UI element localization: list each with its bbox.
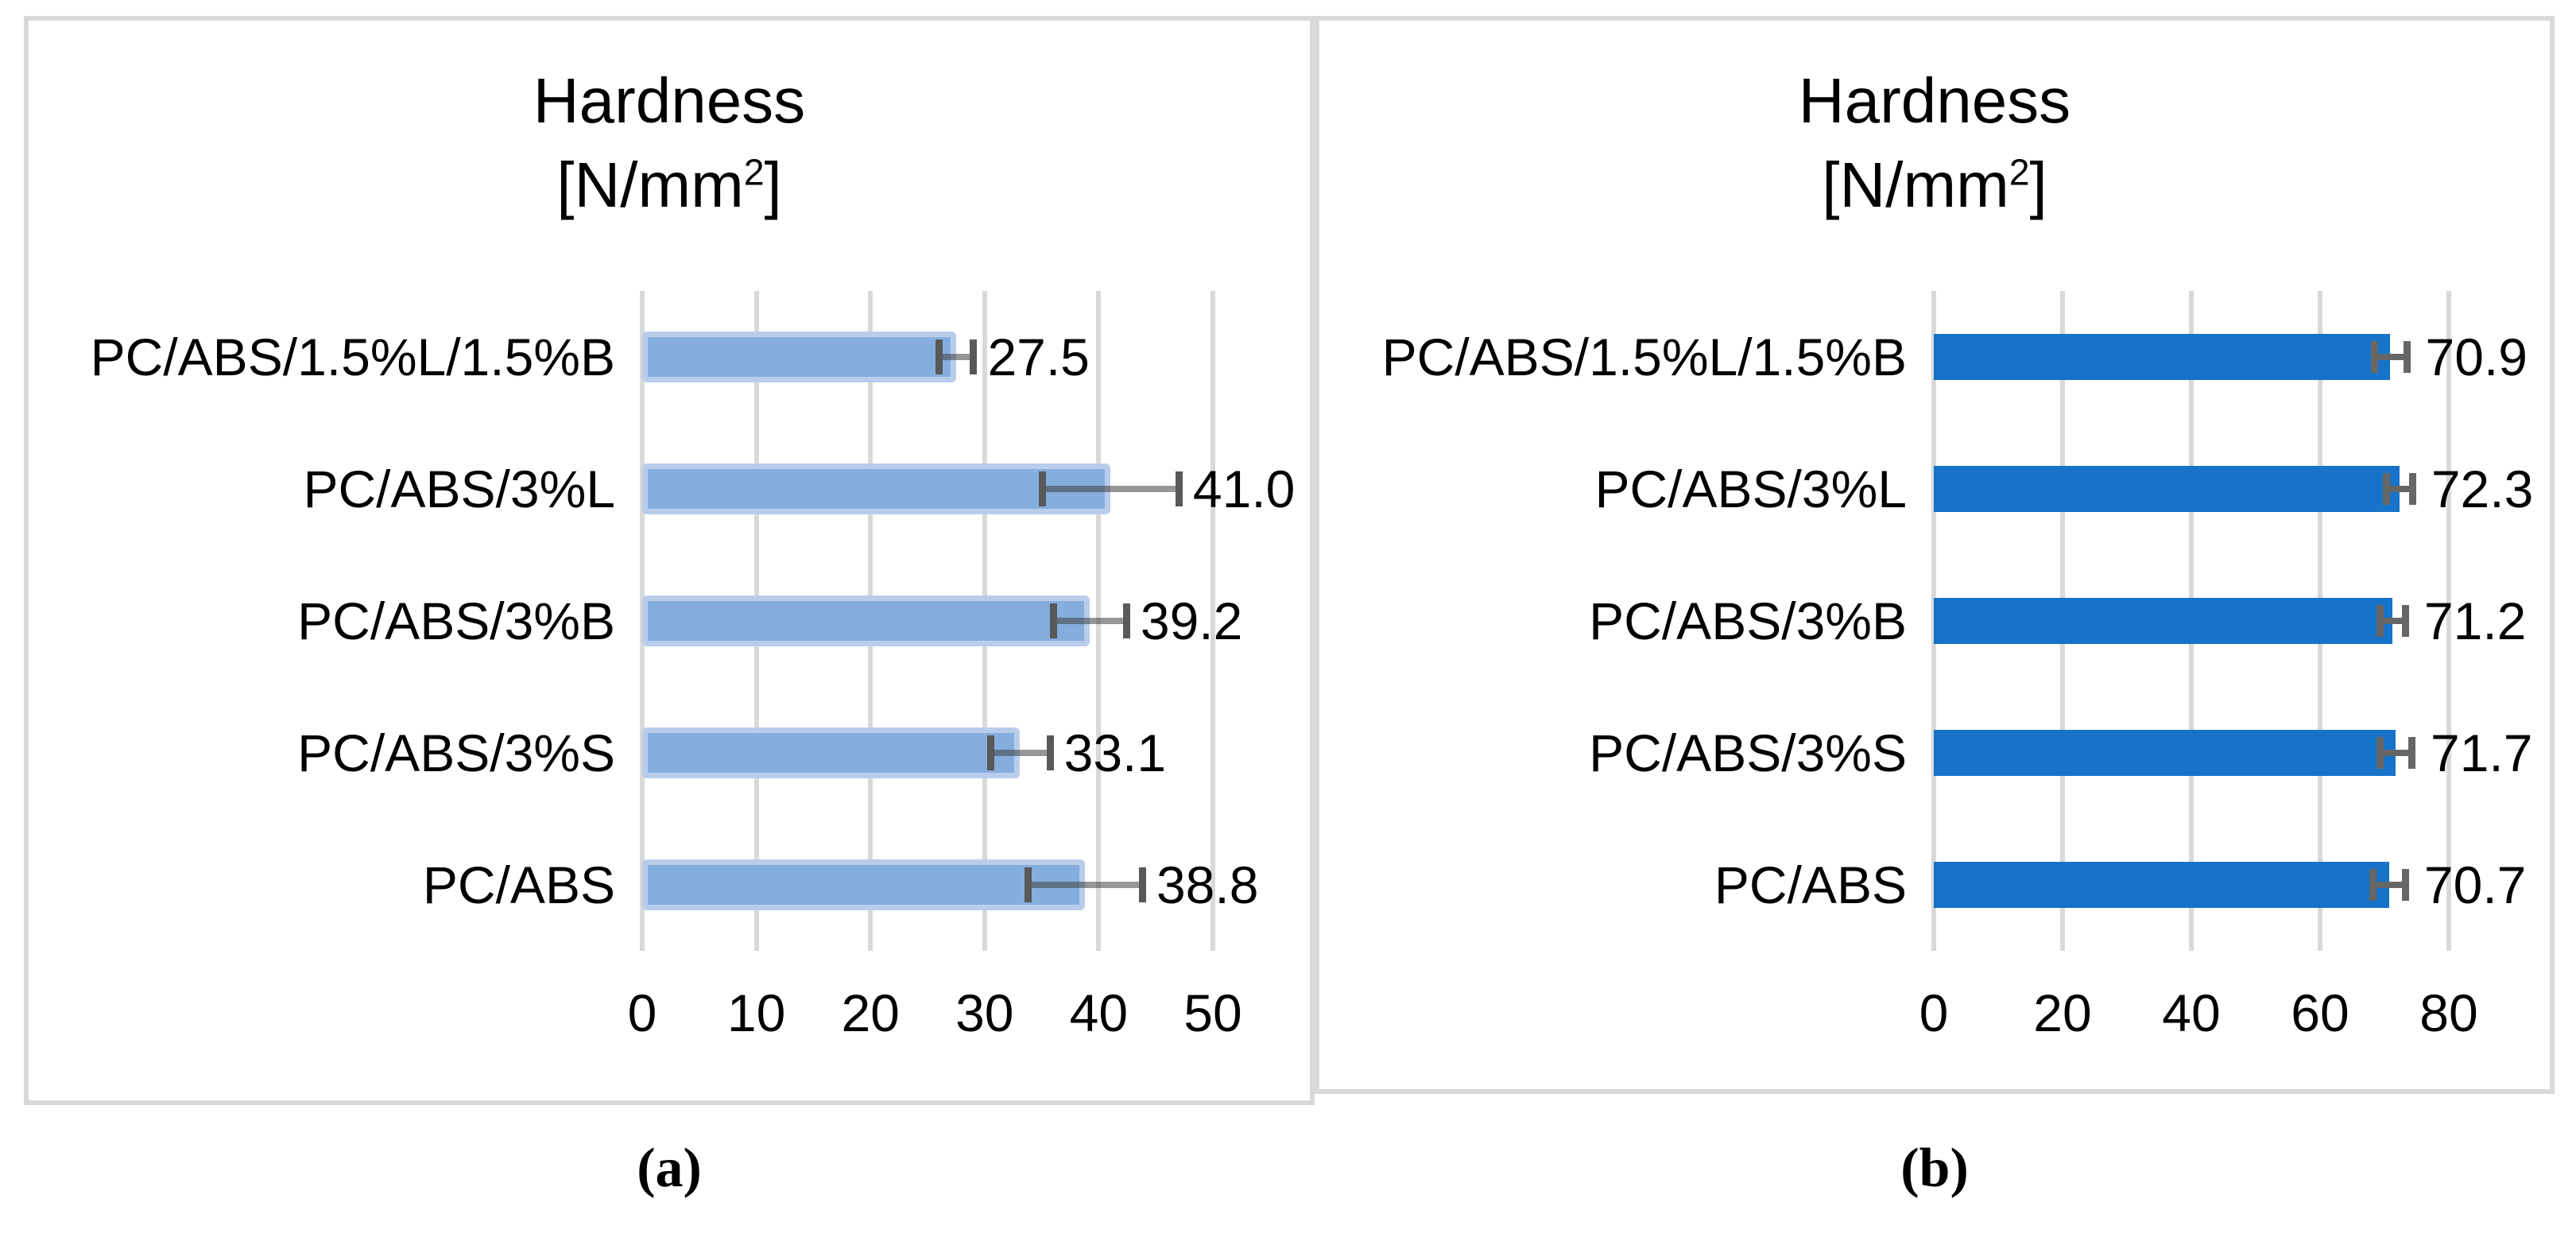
value-label: 71.2 bbox=[2423, 592, 2527, 650]
error-cap-left bbox=[935, 339, 943, 374]
bar bbox=[642, 332, 956, 382]
error-bar bbox=[1028, 882, 1142, 888]
error-cap-left bbox=[2383, 473, 2391, 505]
value-label: 71.7 bbox=[2431, 723, 2533, 782]
error-cap-right bbox=[1175, 471, 1183, 506]
x-axis-tick-label: 10 bbox=[726, 983, 786, 1042]
error-cap-left bbox=[2369, 869, 2377, 901]
error-cap-right bbox=[2403, 341, 2411, 373]
x-axis-tick-label: 30 bbox=[955, 983, 1014, 1042]
bar bbox=[1934, 598, 2392, 644]
x-axis-tick-label: 0 bbox=[627, 983, 657, 1042]
error-cap-right bbox=[1122, 603, 1130, 638]
category-label: PC/ABS/1.5%L/1.5%B bbox=[1381, 328, 1907, 386]
value-label: 38.8 bbox=[1156, 855, 1259, 914]
error-cap-right bbox=[2408, 473, 2416, 505]
bar bbox=[642, 859, 1086, 910]
gridline bbox=[1211, 291, 1215, 951]
plot-area-a: 0 10 20 30 40 50 PC/ABS/1.5%L/1.5%B 27.5 PC/ABS/… bbox=[29, 21, 1310, 1100]
unit-prefix: [N/mm bbox=[1822, 149, 2009, 220]
error-cap-left bbox=[2376, 737, 2384, 769]
error-cap-right bbox=[2401, 869, 2409, 901]
chart-title-unit: [N/mm2] bbox=[29, 143, 1310, 227]
error-bar bbox=[939, 354, 974, 360]
x-axis-tick-label: 40 bbox=[1069, 983, 1129, 1042]
error-cap-right bbox=[2408, 737, 2416, 769]
bar bbox=[1934, 334, 2391, 380]
value-label: 70.9 bbox=[2425, 328, 2528, 386]
value-label: 72.3 bbox=[2431, 460, 2534, 518]
bar bbox=[642, 727, 1021, 778]
chart-title-b: Hardness [N/mm2] bbox=[1319, 59, 2550, 227]
chart-title-text: Hardness bbox=[1798, 65, 2071, 136]
error-cap-left bbox=[1038, 471, 1046, 506]
category-label: PC/ABS/3%L bbox=[1594, 460, 1907, 518]
error-cap-left bbox=[1049, 603, 1057, 638]
value-label: 41.0 bbox=[1192, 460, 1296, 518]
error-cap-left bbox=[2371, 341, 2379, 373]
chart-panel-b: Hardness [N/mm2] 0 20 40 60 80 PC/ABS/1.5%L/1… bbox=[1315, 16, 2555, 1094]
x-axis-tick-label: 0 bbox=[1919, 983, 1949, 1042]
category-label: PC/ABS/1.5%L/1.5%B bbox=[90, 328, 615, 386]
chart-title-unit: [N/mm2] bbox=[1319, 143, 2550, 227]
unit-suffix: ] bbox=[2029, 149, 2047, 220]
x-axis-tick-label: 40 bbox=[2162, 983, 2221, 1042]
gridline bbox=[2446, 291, 2451, 951]
x-axis-tick-label: 20 bbox=[841, 983, 900, 1042]
bar bbox=[1934, 862, 2389, 908]
category-label: PC/ABS/3%S bbox=[297, 723, 615, 782]
error-cap-right bbox=[2401, 605, 2409, 637]
plot-area-b: 0 20 40 60 80 PC/ABS/1.5%L/1.5%B 70.9 PC/ABS/3%… bbox=[1319, 21, 2550, 1089]
bar bbox=[642, 595, 1090, 646]
error-bar bbox=[2379, 750, 2412, 756]
value-label: 27.5 bbox=[987, 328, 1090, 386]
error-cap-left bbox=[1025, 867, 1032, 902]
x-axis-tick-label: 60 bbox=[2291, 983, 2349, 1042]
error-cap-left bbox=[986, 735, 994, 770]
value-label: 33.1 bbox=[1063, 723, 1167, 782]
bar bbox=[1934, 466, 2400, 512]
category-label: PC/ABS/3%B bbox=[1589, 592, 1907, 650]
category-label: PC/ABS/3%B bbox=[297, 592, 615, 650]
panel-caption-b: (b) bbox=[1900, 1138, 1969, 1199]
error-cap-right bbox=[1046, 735, 1054, 770]
error-bar bbox=[1052, 618, 1126, 624]
value-label: 70.7 bbox=[2423, 855, 2527, 914]
value-label: 39.2 bbox=[1140, 592, 1243, 650]
x-axis-tick-label: 80 bbox=[2419, 983, 2478, 1042]
error-bar bbox=[990, 750, 1050, 756]
chart-title-a: Hardness [N/mm2] bbox=[29, 59, 1310, 227]
error-cap-right bbox=[970, 339, 978, 374]
bar bbox=[1934, 730, 2396, 776]
error-bar bbox=[1041, 486, 1179, 492]
x-axis-tick-label: 50 bbox=[1183, 983, 1242, 1042]
error-bar bbox=[2373, 882, 2405, 888]
error-bar bbox=[2374, 354, 2407, 360]
category-label: PC/ABS bbox=[422, 855, 615, 914]
unit-suffix: ] bbox=[764, 149, 782, 220]
category-label: PC/ABS bbox=[1714, 855, 1907, 914]
bar bbox=[642, 464, 1110, 514]
panel-caption-a: (a) bbox=[637, 1138, 702, 1199]
x-axis-tick-label: 20 bbox=[2033, 983, 2092, 1042]
error-cap-left bbox=[2376, 605, 2384, 637]
chart-title-text: Hardness bbox=[533, 65, 806, 136]
error-cap-right bbox=[1138, 867, 1146, 902]
category-label: PC/ABS/3%S bbox=[1589, 723, 1907, 782]
chart-panel-a: Hardness [N/mm2] 0 10 20 30 40 50 PC/ABS/1.5%L… bbox=[24, 16, 1315, 1105]
unit-superscript: 2 bbox=[2009, 151, 2030, 193]
unit-prefix: [N/mm bbox=[556, 149, 744, 220]
error-bar bbox=[2386, 486, 2412, 492]
category-label: PC/ABS/3%L bbox=[303, 460, 615, 518]
error-bar bbox=[2379, 618, 2405, 624]
unit-superscript: 2 bbox=[743, 151, 765, 193]
